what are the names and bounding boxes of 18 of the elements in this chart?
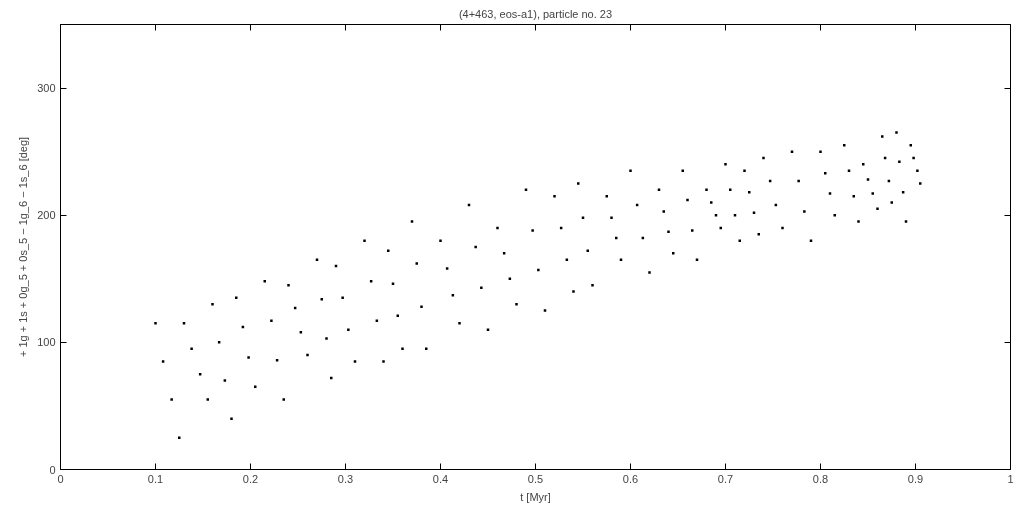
- x-tick-label: 0.3: [337, 472, 354, 485]
- y-tick-label: 0: [49, 463, 56, 476]
- x-tick-label: 0.4: [432, 472, 449, 485]
- x-tick-label: 0.5: [527, 472, 544, 485]
- x-tick-label: 1: [1007, 472, 1014, 485]
- x-tick-label: 0: [57, 472, 64, 485]
- x-tick-label: 0.7: [717, 472, 734, 485]
- x-tick-label: 0.2: [242, 472, 259, 485]
- x-tick-label: 0.9: [907, 472, 924, 485]
- y-tick-label: 200: [37, 209, 56, 222]
- x-tick-label: 0.6: [622, 472, 639, 485]
- y-tick-label: 300: [37, 82, 56, 95]
- x-tick-label: 0.8: [812, 472, 829, 485]
- chart-title: (4+463, eos-a1), particle no. 23: [458, 7, 613, 20]
- x-tick-label: 0.1: [147, 472, 164, 485]
- x-axis-title: t [Myr]: [520, 490, 551, 503]
- y-tick-label: 100: [37, 336, 56, 349]
- y-axis-title: + 1g + 1s + 0g_5 + 0s_5 − 1g_6 − 1s_6 [deg]: [17, 136, 30, 358]
